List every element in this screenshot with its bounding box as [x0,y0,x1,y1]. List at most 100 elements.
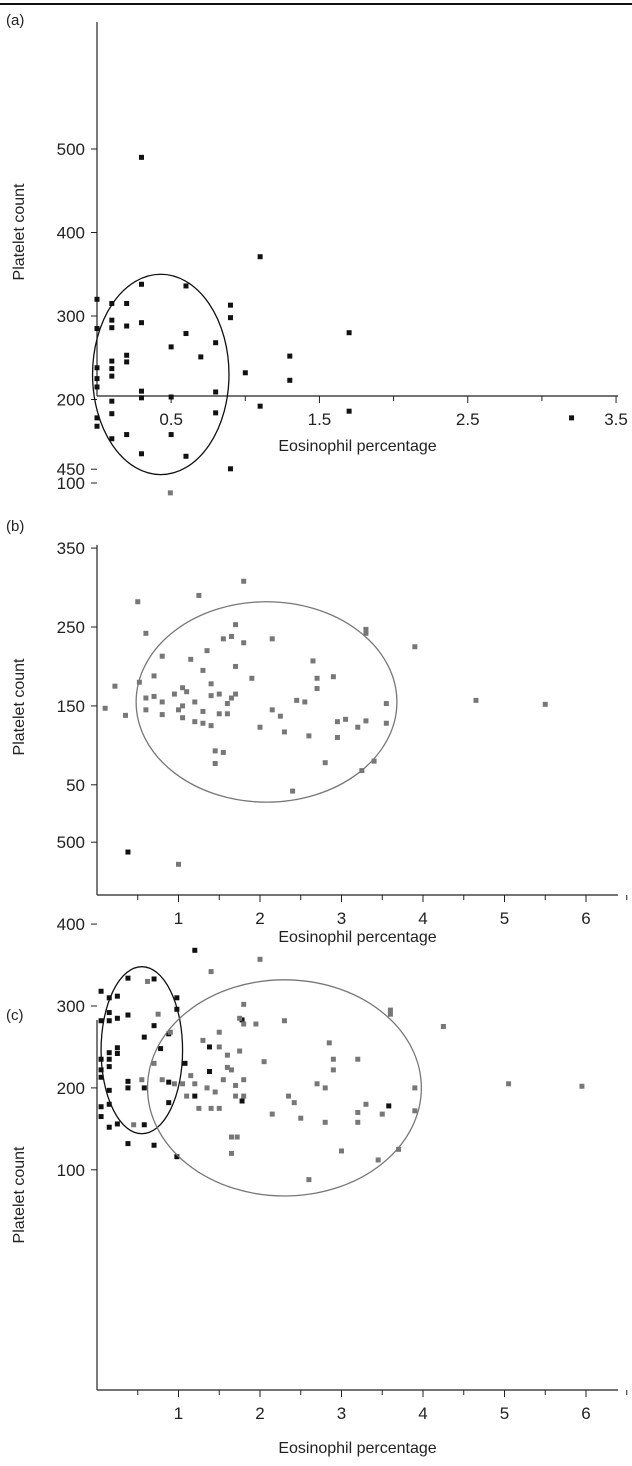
data-point [412,1108,418,1114]
data-point [180,703,186,709]
data-point [287,377,293,383]
y-tick-label: 300 [57,307,85,326]
data-point [114,1015,120,1021]
data-point [183,331,189,337]
data-point [180,715,186,721]
data-point [294,697,300,703]
data-point [106,1064,112,1070]
data-point [227,302,233,308]
data-point [579,1083,585,1089]
data-point [198,354,204,360]
data-point [440,1023,446,1029]
data-point [124,359,130,365]
data-point [330,1067,336,1073]
data-point [124,432,130,438]
data-point [314,675,320,681]
data-point [228,1067,234,1073]
data-point [233,663,239,669]
data-point [138,320,144,326]
data-point [241,640,247,646]
y-tick-label: 100 [57,1161,85,1180]
data-point [269,707,275,713]
data-point [168,344,174,350]
data-point [383,701,389,707]
data-point [98,1018,104,1024]
data-point [346,330,352,336]
data-point [94,376,100,382]
y-axis-title: Platelet count [11,658,28,756]
data-point [249,675,255,681]
y-tick-label: 400 [57,915,85,934]
data-point [542,701,548,707]
panel-label-b: (b) [6,518,25,535]
data-point [124,323,130,329]
data-point [138,395,144,401]
data-point [200,720,206,726]
data-point [159,653,165,659]
data-point [145,978,151,984]
data-point [204,1085,210,1091]
data-point [106,1050,112,1056]
data-point [125,849,131,855]
panel-label-c: (c) [6,1007,24,1024]
data-point [159,699,165,705]
data-point [220,749,226,755]
data-point [228,695,234,701]
data-point [174,995,180,1001]
data-point [109,411,115,417]
data-point [138,281,144,287]
data-point [159,1077,165,1083]
data-point [176,707,181,713]
data-point [196,592,202,598]
data-point [212,760,218,766]
data-point [94,296,100,302]
data-point [94,423,100,429]
data-point [139,1077,145,1083]
data-point [233,1082,239,1088]
data-point [166,1100,172,1106]
data-point [125,1078,131,1084]
data-point [151,1060,157,1066]
data-point [224,1052,230,1058]
x-tick-label: 1 [174,909,183,928]
data-point [257,956,263,962]
data-point [216,1029,222,1035]
data-point [98,988,104,994]
x-tick-label: 5 [500,909,509,928]
data-point [159,712,165,718]
data-point [125,1085,131,1091]
data-point [206,1044,212,1050]
data-point [412,1085,418,1091]
data-point [141,1034,147,1040]
x-tick-label: 3 [337,909,346,928]
data-point [200,667,206,673]
data-point [253,1021,259,1027]
data-point [220,636,226,642]
data-point [208,681,214,687]
y-tick-label: 200 [57,391,85,410]
data-point [109,436,115,442]
data-point [151,1023,157,1029]
data-point [125,1012,131,1018]
data-point [396,1146,402,1152]
data-point [213,410,219,416]
data-point [233,622,239,628]
data-point [114,1121,120,1127]
data-point [151,1142,157,1148]
x-axis-title: Eosinophil percentage [278,929,436,946]
y-tick-label: 450 [57,460,85,479]
x-tick-label: 4 [418,1404,427,1423]
data-point [174,1154,180,1160]
data-point [180,1081,186,1087]
data-point [227,315,233,321]
y-tick-label: 400 [57,224,85,243]
data-point [241,578,247,584]
data-point [184,689,190,695]
cluster-ellipse [146,979,423,1197]
x-tick-label: 1 [174,1404,183,1423]
data-point [94,326,100,332]
data-point [306,1177,312,1183]
data-point [94,384,100,390]
cluster-ellipse [135,601,398,803]
data-point [314,1081,320,1087]
